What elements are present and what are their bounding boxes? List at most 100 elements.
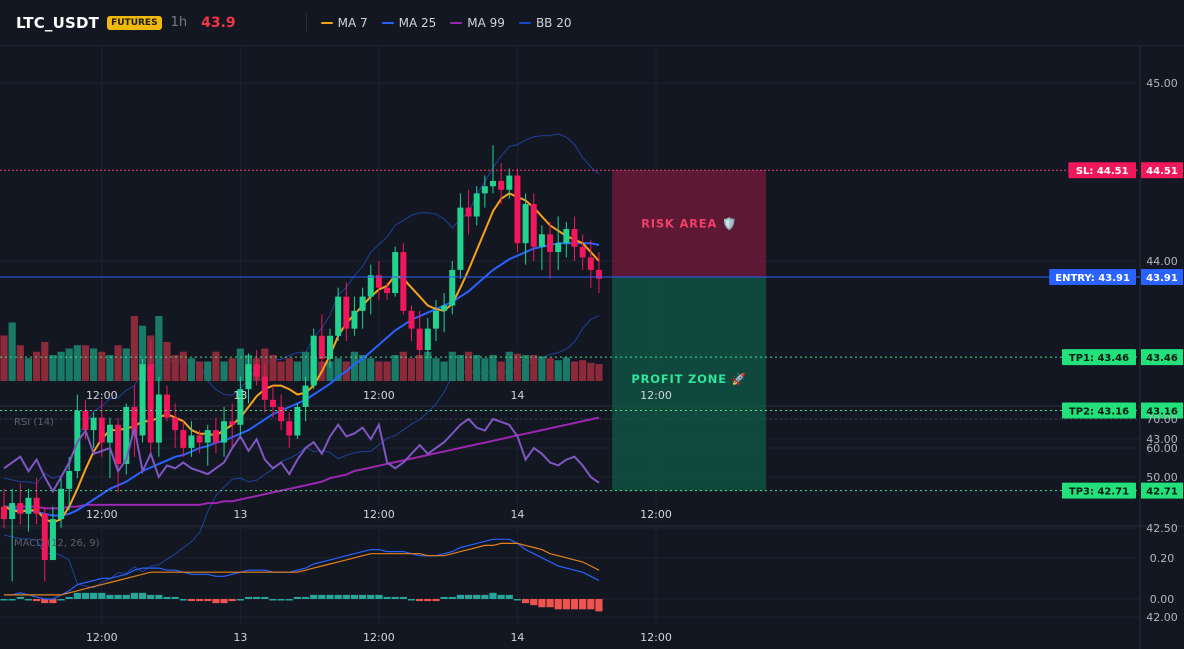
axis-price-tag: 44.51 bbox=[1146, 166, 1178, 177]
macd-histogram-bar bbox=[57, 599, 65, 601]
legend-ma25-label: MA 25 bbox=[398, 15, 437, 30]
volume-bar bbox=[481, 358, 489, 381]
price-axis-tick: 43.00 bbox=[1146, 433, 1178, 446]
level-tag-bg bbox=[1062, 349, 1136, 366]
candle-body bbox=[253, 364, 260, 377]
volume-bar bbox=[81, 345, 90, 381]
volume-bar bbox=[587, 362, 595, 381]
volume-bar bbox=[522, 355, 530, 381]
risk-area-zone bbox=[612, 170, 767, 278]
price-axis-tick: 44.00 bbox=[1146, 255, 1178, 268]
macd-histogram-bar bbox=[424, 599, 432, 602]
axis-price-tag-bg bbox=[1141, 402, 1183, 419]
candle-body bbox=[245, 364, 252, 390]
macd-histogram-bar bbox=[33, 599, 41, 602]
candle-body bbox=[147, 364, 154, 443]
interval-selector[interactable]: 1h bbox=[170, 15, 188, 30]
candle-body bbox=[98, 417, 105, 443]
legend-bb20-swatch bbox=[518, 21, 531, 24]
volume-bar bbox=[212, 351, 220, 381]
macd-histogram-bar bbox=[228, 599, 236, 602]
candle-body bbox=[465, 207, 472, 217]
volume-bar bbox=[505, 351, 513, 381]
legend-bb20[interactable]: BB 20 bbox=[518, 16, 572, 30]
time-axis-tick: 12:00 bbox=[640, 508, 672, 521]
candle-body bbox=[221, 421, 228, 443]
volume-bar bbox=[570, 361, 579, 381]
candle-body bbox=[229, 421, 236, 425]
price-axis-tick: 45.00 bbox=[1146, 77, 1178, 90]
volume-bar bbox=[538, 356, 546, 381]
axis-price-tag: 43.16 bbox=[1146, 407, 1178, 418]
macd-pane bbox=[0, 538, 603, 612]
volume-bar bbox=[546, 358, 554, 381]
macd-histogram-bar bbox=[391, 596, 399, 599]
candle-body bbox=[17, 503, 24, 514]
volume-bar bbox=[196, 361, 204, 381]
symbol-name[interactable]: LTC_USDT bbox=[16, 13, 100, 32]
volume-bar bbox=[49, 355, 57, 381]
time-axis-tick: 13 bbox=[233, 389, 247, 402]
candle-body bbox=[172, 417, 179, 431]
macd-histogram-bar bbox=[448, 596, 456, 599]
price-axis-tick: 42.50 bbox=[1146, 522, 1178, 535]
rsi-axis-tick: 70.00 bbox=[1146, 413, 1178, 426]
candle-body bbox=[400, 252, 407, 311]
time-axis-tick: 14 bbox=[510, 631, 524, 644]
macd-pane-label: MACD (12, 26, 9) bbox=[14, 538, 100, 549]
candle-body bbox=[392, 252, 399, 294]
legend-ma99[interactable]: MA 99 bbox=[450, 16, 505, 30]
legend-ma25[interactable]: MA 25 bbox=[381, 15, 437, 30]
candle-body bbox=[212, 430, 219, 443]
time-axis-tick: 12:00 bbox=[363, 508, 395, 521]
volume-bar bbox=[138, 325, 147, 381]
time-axis-tick: 12:00 bbox=[363, 631, 395, 644]
time-axis-tick: 14 bbox=[510, 508, 524, 521]
macd-histogram-bar bbox=[342, 594, 350, 599]
macd-line bbox=[4, 538, 600, 600]
volume-bar bbox=[326, 361, 334, 381]
candle-body bbox=[204, 430, 211, 443]
volume-bar bbox=[407, 358, 416, 381]
macd-histogram-bar bbox=[73, 592, 81, 599]
volume-bar bbox=[579, 360, 587, 381]
volume-bar bbox=[41, 342, 49, 381]
macd-signal-line bbox=[4, 542, 600, 596]
macd-histogram-bar bbox=[399, 596, 407, 599]
volume-bar bbox=[432, 358, 440, 381]
candle-body bbox=[449, 269, 456, 306]
volume-bar bbox=[220, 361, 228, 381]
macd-histogram-bar bbox=[367, 594, 375, 599]
candle-body bbox=[33, 497, 40, 514]
macd-axis-tick: 0.20 bbox=[1150, 552, 1175, 565]
candle-body bbox=[139, 364, 146, 436]
candle-body bbox=[90, 417, 97, 431]
candle-body bbox=[384, 287, 391, 294]
macd-histogram-bar bbox=[98, 592, 106, 599]
volume-bar bbox=[130, 316, 138, 381]
macd-histogram-bar bbox=[114, 594, 122, 599]
indicator-legend: MA 7 MA 25 MA 99 BB 20 bbox=[320, 15, 586, 30]
candle-body bbox=[318, 335, 325, 359]
volume-bar bbox=[367, 358, 375, 381]
candle-body bbox=[595, 269, 602, 279]
volume-bar bbox=[179, 351, 187, 381]
legend-ma7[interactable]: MA 7 bbox=[320, 16, 368, 30]
bb-upper-band bbox=[3, 133, 600, 485]
candle-body bbox=[587, 257, 594, 270]
macd-histogram-bar bbox=[244, 596, 253, 599]
volume-bar bbox=[375, 361, 383, 381]
macd-histogram-bar bbox=[0, 599, 8, 601]
macd-histogram-bar bbox=[562, 599, 570, 610]
volume-bar bbox=[122, 348, 130, 381]
macd-histogram-bar bbox=[383, 596, 391, 599]
risk-area-label: RISK AREA 🛡️ bbox=[641, 217, 737, 231]
macd-histogram-bar bbox=[570, 599, 579, 610]
candle-body bbox=[164, 394, 170, 418]
candle-body bbox=[310, 335, 317, 386]
candle-body bbox=[131, 406, 138, 436]
macd-histogram-bar bbox=[196, 599, 204, 602]
volume-bar bbox=[473, 355, 481, 381]
volume-bar bbox=[33, 351, 41, 381]
